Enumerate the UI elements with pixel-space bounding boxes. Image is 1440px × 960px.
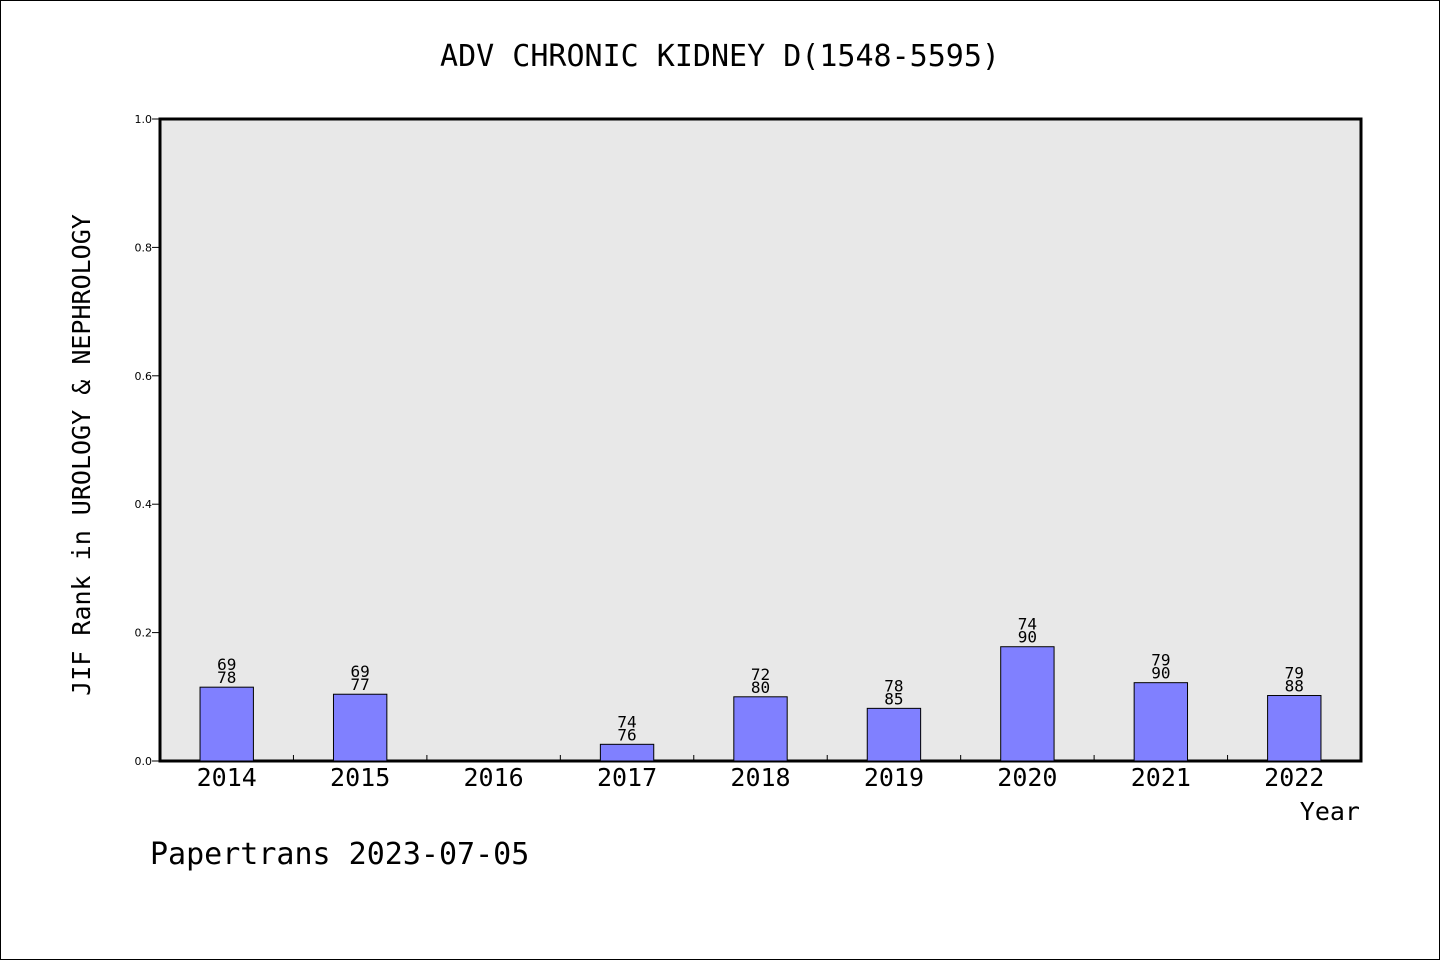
y-tick-label: 0.6 (135, 370, 153, 383)
bar (733, 696, 788, 762)
bar-label-rank: 79 (1285, 664, 1304, 683)
x-axis-tick-labels: 2014 2015 2016 2017 2018 2019 2020 2021 2022 (197, 763, 1325, 792)
x-tick-label: 2015 (330, 763, 390, 792)
bar-label-total: 80 (751, 678, 770, 697)
x-tick-label: 2016 (464, 763, 524, 792)
bar-label-rank: 69 (351, 662, 370, 681)
bar (199, 686, 254, 762)
bar-label-rank: 72 (751, 665, 770, 684)
x-tick-label: 2020 (997, 763, 1057, 792)
bar (1267, 695, 1322, 762)
bar (599, 743, 655, 762)
bar-label-rank: 69 (217, 655, 236, 674)
x-tick-label: 2019 (864, 763, 924, 792)
chart-title: ADV CHRONIC KIDNEY D(1548-5595) (440, 39, 1000, 74)
bar-label-total: 88 (1285, 677, 1304, 696)
bar-label-rank: 74 (1018, 615, 1037, 634)
bar-label-total: 85 (884, 689, 903, 708)
bar (1000, 646, 1055, 762)
bar-label-total: 78 (217, 668, 236, 687)
plot-area (158, 117, 1363, 763)
bars (199, 646, 1322, 762)
x-axis-label: Year (1300, 797, 1360, 826)
bar-label-rank: 78 (884, 676, 903, 695)
bar (1133, 682, 1189, 762)
x-tick-label: 2014 (197, 763, 257, 792)
bar (866, 707, 922, 762)
y-axis-label: JIF Rank in UROLOGY & NEPHROLOGY (67, 214, 96, 696)
bar-label-rank: 79 (1151, 651, 1170, 670)
bar-label-rank: 74 (617, 712, 636, 731)
y-tick-label: 0.0 (135, 755, 153, 768)
y-tick-label: 0.2 (135, 627, 153, 640)
x-tick-label: 2018 (730, 763, 790, 792)
y-tick-label: 0.8 (135, 241, 153, 254)
bar-label-total: 90 (1151, 664, 1170, 683)
bar-label-total: 76 (617, 725, 636, 744)
x-tick-label: 2017 (597, 763, 657, 792)
y-axis-ticks: 0.0 0.2 0.4 0.6 0.8 1.0 (135, 113, 160, 768)
x-tick-label: 2022 (1264, 763, 1324, 792)
footer-watermark: Papertrans 2023-07-05 (150, 837, 529, 872)
y-tick-label: 1.0 (135, 113, 153, 126)
bar (332, 693, 388, 762)
bar-label-total: 90 (1018, 628, 1037, 647)
y-tick-label: 0.4 (135, 498, 153, 511)
x-axis-tick-marks (292, 755, 1229, 761)
bar-label-total: 77 (351, 675, 370, 694)
x-tick-label: 2021 (1131, 763, 1191, 792)
